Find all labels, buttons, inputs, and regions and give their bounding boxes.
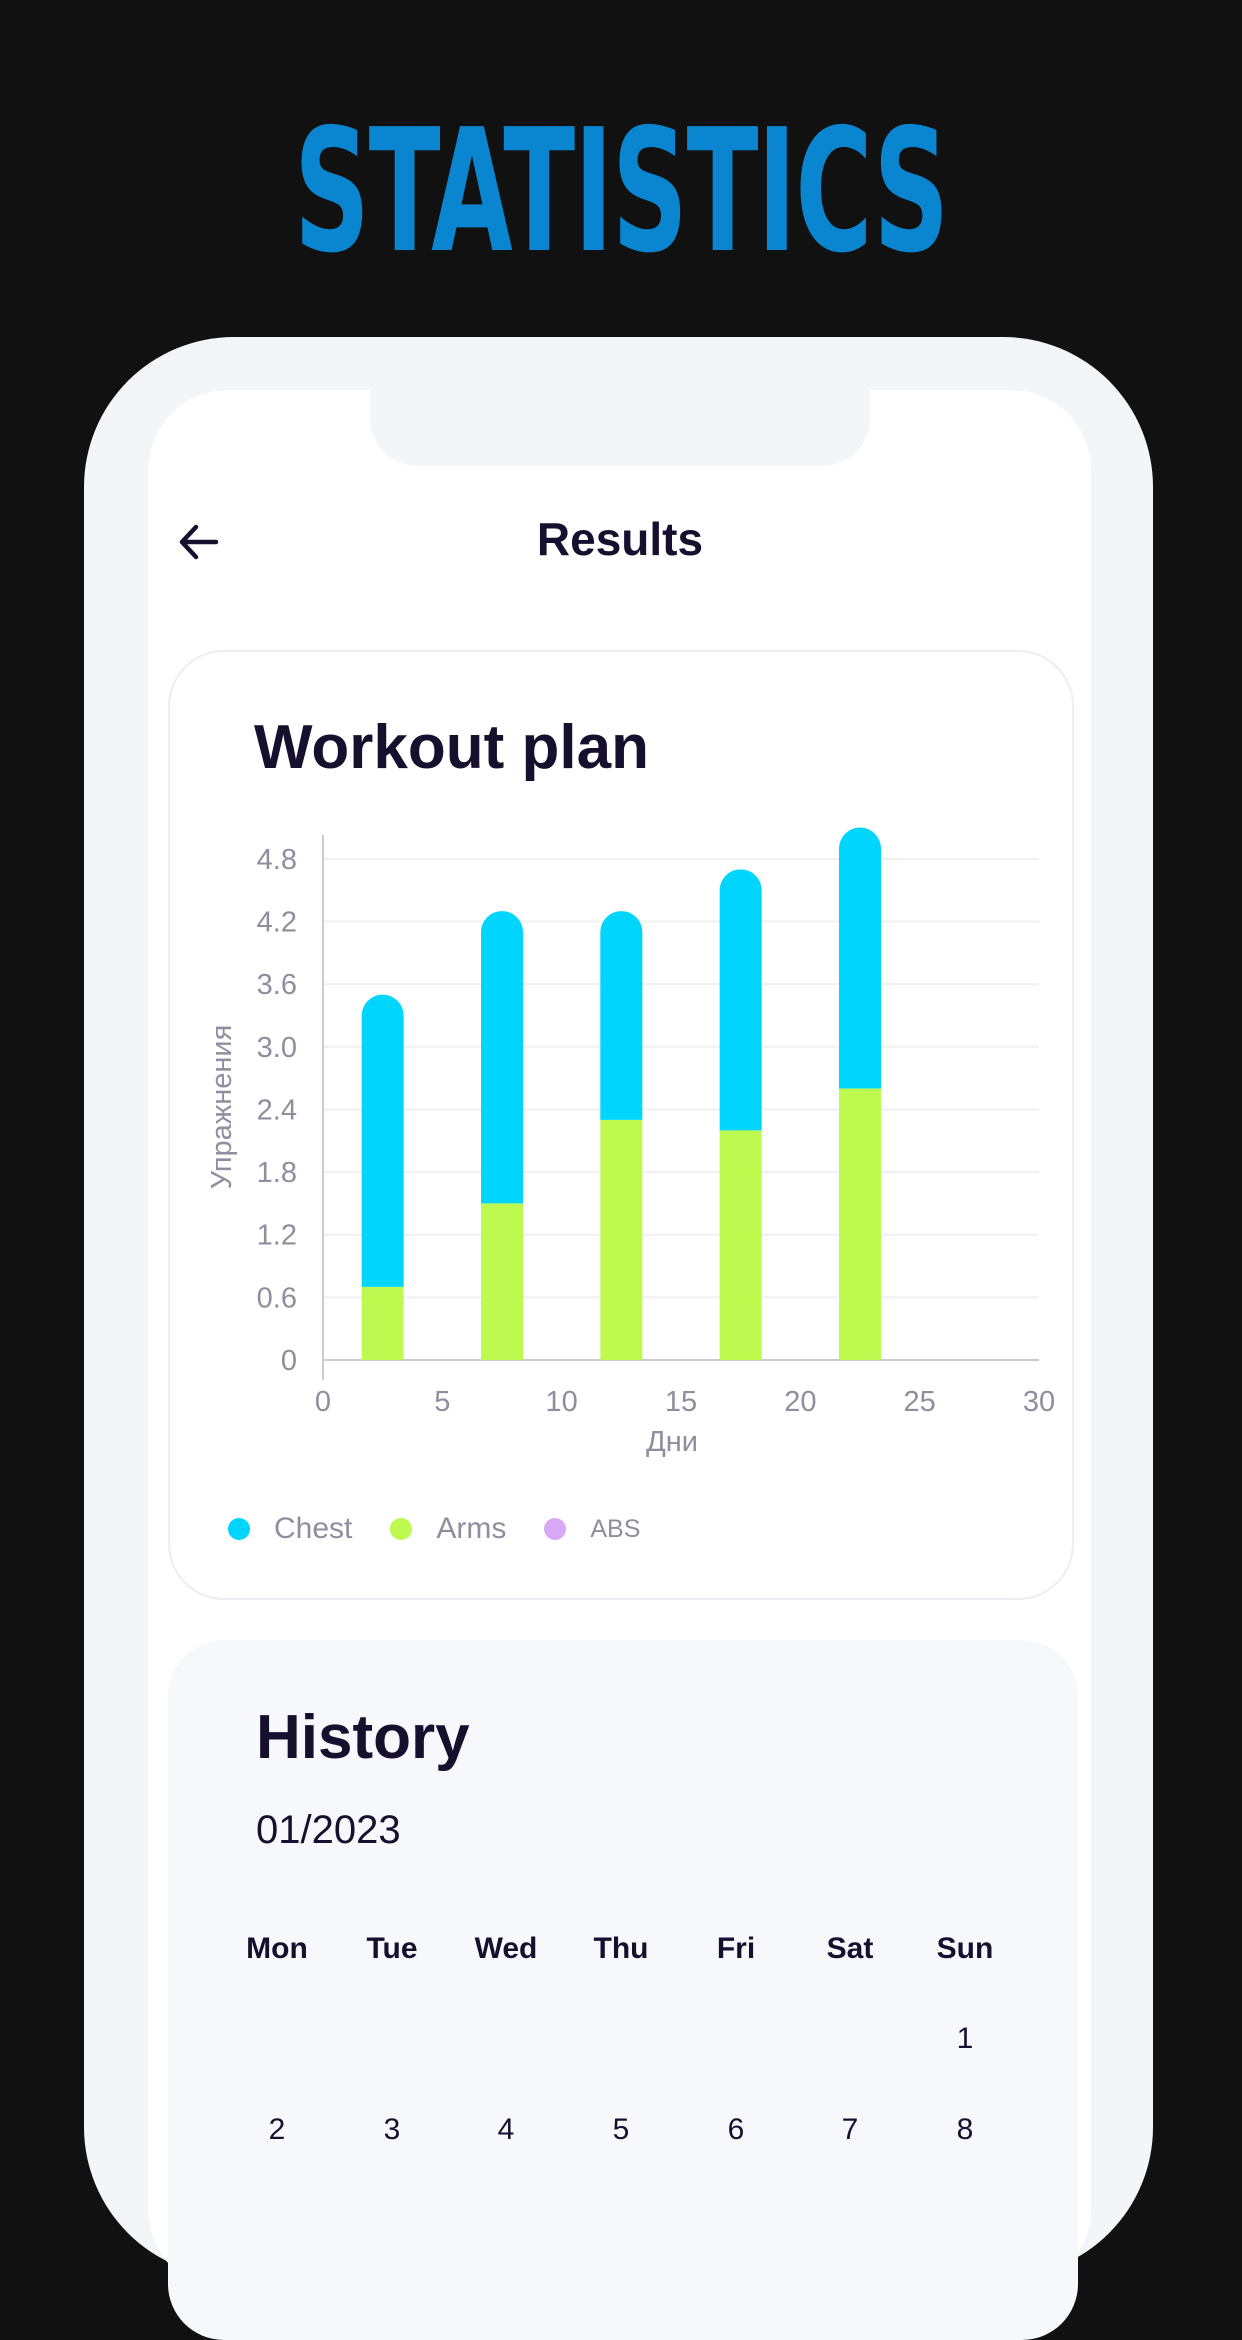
calendar-day[interactable]: 5 [612,2113,630,2146]
x-axis-label: Дни [646,1426,698,1458]
bar-arms [481,1203,523,1360]
weekday-sun: Sun [936,1932,994,1965]
legend-label-chest: Chest [274,1512,353,1545]
bar-chest [839,827,881,1089]
legend-item-arms[interactable]: Arms [390,1512,506,1546]
y-tick-label: 0.6 [257,1282,297,1314]
weekday-thu: Thu [593,1932,649,1965]
y-tick-label: 1.2 [257,1220,297,1252]
bar-chest [481,911,523,1204]
chart-legend: Chest Arms ABS [228,1512,678,1546]
y-tick-label: 4.2 [257,907,297,939]
y-tick-label: 1.8 [257,1157,297,1189]
calendar-day[interactable]: 6 [727,2113,745,2146]
history-title: History [256,1703,470,1772]
x-tick-label: 20 [784,1386,816,1418]
bar-arms [600,1119,643,1360]
y-tick-label: 3.0 [257,1032,297,1064]
calendar-day[interactable]: 7 [841,2113,859,2146]
y-axis-label: Упражнения [206,1025,238,1190]
legend-dot-abs [544,1518,567,1540]
weekday-wed: Wed [474,1932,538,1965]
workout-plan-title: Workout plan [254,713,649,782]
weekday-fri: Fri [716,1932,756,1965]
legend-dot-arms [390,1518,413,1540]
weekday-tue: Tue [366,1932,418,1965]
calendar-day[interactable]: 4 [497,2113,515,2146]
headline: STATISTICS [294,93,949,291]
x-tick-label: 10 [546,1386,578,1418]
bar-chest [719,869,762,1131]
bar-arms [839,1088,881,1360]
bar-arms [719,1130,762,1360]
calendar-day[interactable]: 8 [956,2113,974,2146]
x-tick-label: 5 [434,1386,450,1418]
arrow-left-icon[interactable] [172,515,226,569]
legend-dot-chest [228,1518,250,1540]
weekday-sat: Sat [826,1932,874,1965]
legend-item-chest[interactable]: Chest [228,1512,352,1546]
history-month: 01/2023 [256,1808,401,1852]
x-tick-label: 0 [315,1386,331,1418]
bar-arms [361,1286,404,1360]
bar-chest [600,911,643,1120]
page-title: Results [536,513,704,565]
phone-notch [370,380,870,466]
calendar-day[interactable]: 1 [956,2022,974,2055]
calendar-day[interactable]: 3 [383,2113,401,2146]
bar-chest [361,994,404,1287]
y-tick-label: 0 [281,1345,297,1377]
y-tick-label: 3.6 [257,969,297,1001]
x-tick-label: 25 [904,1386,936,1418]
x-tick-label: 15 [665,1386,697,1418]
weekday-mon: Mon [246,1932,308,1965]
y-tick-label: 2.4 [257,1094,297,1126]
legend-label-arms: Arms [436,1512,507,1545]
workout-chart: 0 0.6 1.2 1.8 2.4 3.0 3.6 4.2 4.8 0 5 10 15 20 25 30 Дни… [206,827,1055,1458]
y-tick-label: 4.8 [257,844,297,876]
legend-item-abs[interactable]: ABS [544,1515,640,1544]
x-tick-label: 30 [1023,1386,1055,1418]
calendar-day[interactable]: 2 [268,2113,286,2146]
legend-label-abs: ABS [590,1514,641,1543]
